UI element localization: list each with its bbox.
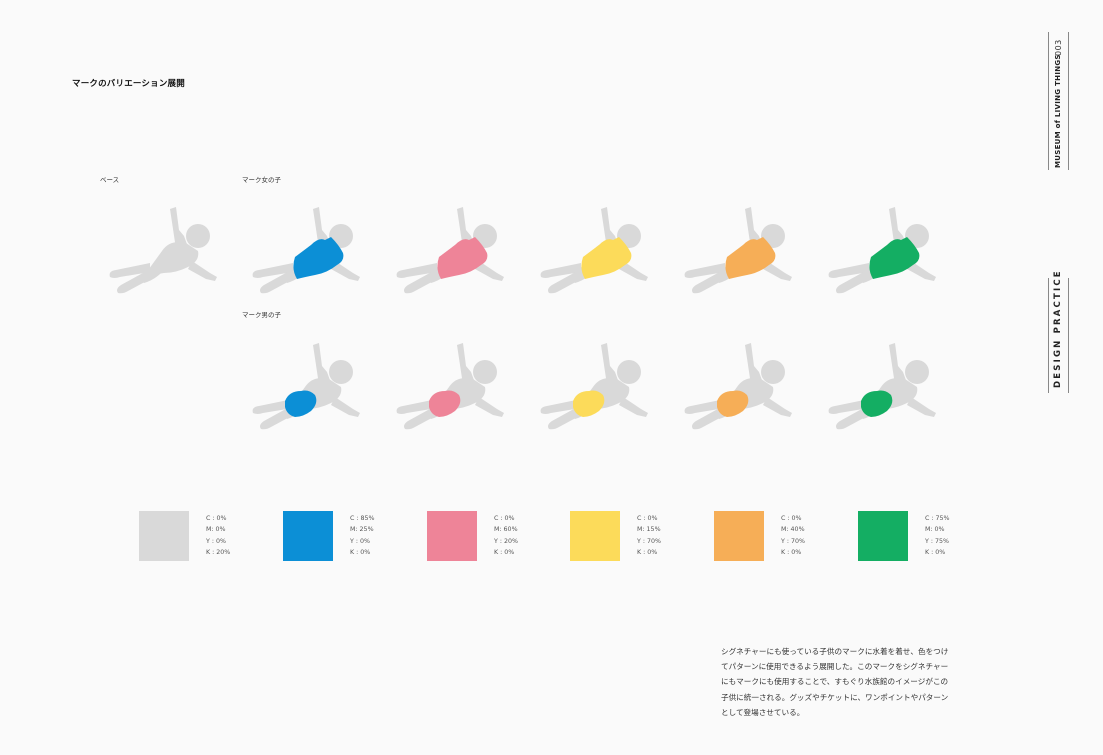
cmyk-y: Y : 20% (494, 537, 518, 545)
cmyk-values: C : 0% M: 40% Y : 70% K : 0% (781, 513, 805, 558)
girl-figure (825, 203, 947, 303)
boy-figure (681, 339, 803, 439)
girl-figure (249, 203, 371, 303)
cmyk-k: K : 0% (781, 548, 802, 556)
cmyk-values: C : 0% M: 60% Y : 20% K : 0% (494, 513, 518, 558)
cmyk-y: Y : 0% (206, 537, 226, 545)
color-swatch (283, 511, 333, 561)
page-title: マークのバリエーション展開 (72, 79, 185, 89)
cmyk-m: M: 0% (206, 526, 226, 534)
side-rule-bottom (1048, 278, 1049, 393)
section-title: DESIGN PRACTICE (1053, 269, 1063, 388)
cmyk-y: Y : 70% (637, 537, 661, 545)
cmyk-values: C : 0% M: 0% Y : 0% K : 20% (206, 513, 230, 558)
cmyk-y: Y : 70% (781, 537, 805, 545)
boy-figure (393, 339, 515, 439)
base-label: ベース (100, 176, 120, 184)
cmyk-y: Y : 0% (350, 537, 370, 545)
girl-figure (537, 203, 659, 303)
cmyk-m: M: 25% (350, 526, 374, 534)
cmyk-k: K : 0% (494, 548, 515, 556)
museum-name: MUSEUM of LIVING THINGS (1054, 54, 1062, 168)
cmyk-m: M: 60% (494, 526, 518, 534)
boy-figure (825, 339, 947, 439)
color-swatch (714, 511, 764, 561)
boy-figure (249, 339, 371, 439)
girl-label: マーク女の子 (242, 176, 281, 184)
description-text: シグネチャーにも使っている子供のマークに水着を着せ、色をつけてパターンに使用でき… (721, 647, 949, 717)
page-number: 003 (1054, 39, 1063, 56)
cmyk-c: C : 0% (206, 515, 227, 522)
side-rule-bottom-right (1068, 278, 1069, 393)
boy-figure (537, 339, 659, 439)
side-rule-top (1048, 32, 1049, 170)
cmyk-m: M: 15% (637, 526, 661, 534)
cmyk-c: C : 75% (925, 515, 950, 522)
cmyk-m: M: 0% (925, 526, 945, 534)
cmyk-k: K : 20% (206, 548, 231, 556)
boy-label: マーク男の子 (242, 311, 281, 319)
cmyk-values: C : 0% M: 15% Y : 70% K : 0% (637, 513, 661, 558)
base-figure (106, 203, 228, 303)
color-swatch (427, 511, 477, 561)
side-rule-top-right (1068, 32, 1069, 170)
cmyk-values: C : 75% M: 0% Y : 75% K : 0% (925, 513, 950, 558)
color-swatch (139, 511, 189, 561)
cmyk-m: M: 40% (781, 526, 805, 534)
cmyk-k: K : 0% (925, 548, 946, 556)
color-swatch (858, 511, 908, 561)
cmyk-values: C : 85% M: 25% Y : 0% K : 0% (350, 513, 375, 558)
girl-figure (393, 203, 515, 303)
cmyk-c: C : 85% (350, 515, 375, 522)
girl-figure (681, 203, 803, 303)
cmyk-k: K : 0% (637, 548, 658, 556)
cmyk-c: C : 0% (494, 515, 515, 522)
cmyk-k: K : 0% (350, 548, 371, 556)
cmyk-c: C : 0% (781, 515, 802, 522)
color-swatch (570, 511, 620, 561)
cmyk-c: C : 0% (637, 515, 658, 522)
cmyk-y: Y : 75% (925, 537, 949, 545)
